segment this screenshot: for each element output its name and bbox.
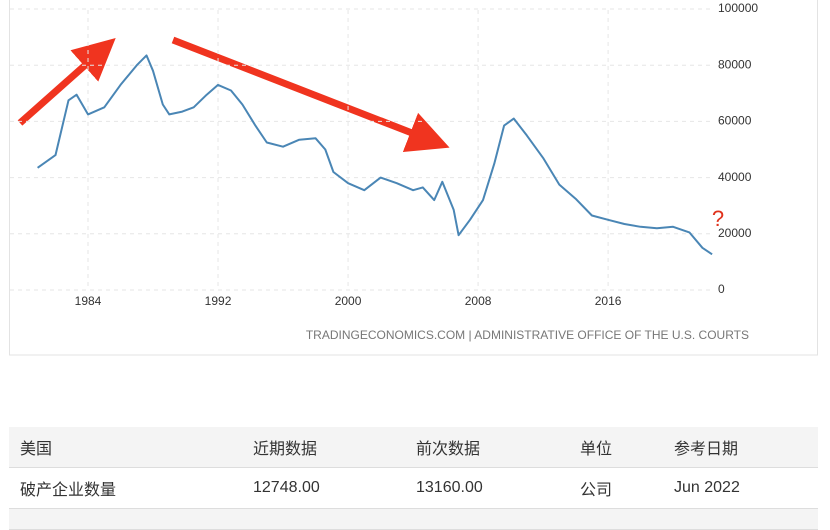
data-table: 美国 近期数据 前次数据 单位 参考日期 破产企业数量 12748.00 131… [9,427,818,530]
x-tick-label: 2000 [335,294,362,308]
cell: 13160.00 [405,467,569,509]
chart: ? TRADINGECONOMICS.COM | ADMINISTRATIVE … [9,0,818,356]
y-tick-label: 100000 [718,1,758,15]
arrow [171,36,450,152]
header-cell: 前次数据 [405,427,569,468]
x-tick-label: 1984 [75,294,102,308]
cell: Jun 2022 [663,467,818,509]
y-tick-label: 0 [718,282,725,296]
line [37,54,713,256]
y-tick-label: 60000 [718,114,752,128]
cell: 公司 [569,467,663,509]
table-row: 破产企业数量 12748.00 13160.00 公司 Jun 2022 [9,467,818,509]
y-tick-label: 20000 [718,226,752,240]
annotation: ? [712,206,724,231]
header-cell: 近期数据 [242,427,405,468]
x-tick-label: 2016 [595,294,622,308]
table-row [9,508,818,530]
header-row: 美国 近期数据 前次数据 单位 参考日期 [9,427,818,468]
header-cell: 美国 [9,427,242,468]
x-tick-label: 2008 [465,294,492,308]
y-tick-label: 40000 [718,170,752,184]
cell: 破产企业数量 [9,467,242,509]
cell [9,508,818,530]
x-tick-label: 1992 [205,294,232,308]
source: TRADINGECONOMICS.COM | ADMINISTRATIVE OF… [306,328,749,342]
header-cell: 单位 [569,427,663,468]
arrow [17,38,116,126]
cell: 12748.00 [242,467,405,509]
chart-frame [9,0,818,356]
header-cell: 参考日期 [663,427,818,468]
y-tick-label: 80000 [718,57,752,71]
